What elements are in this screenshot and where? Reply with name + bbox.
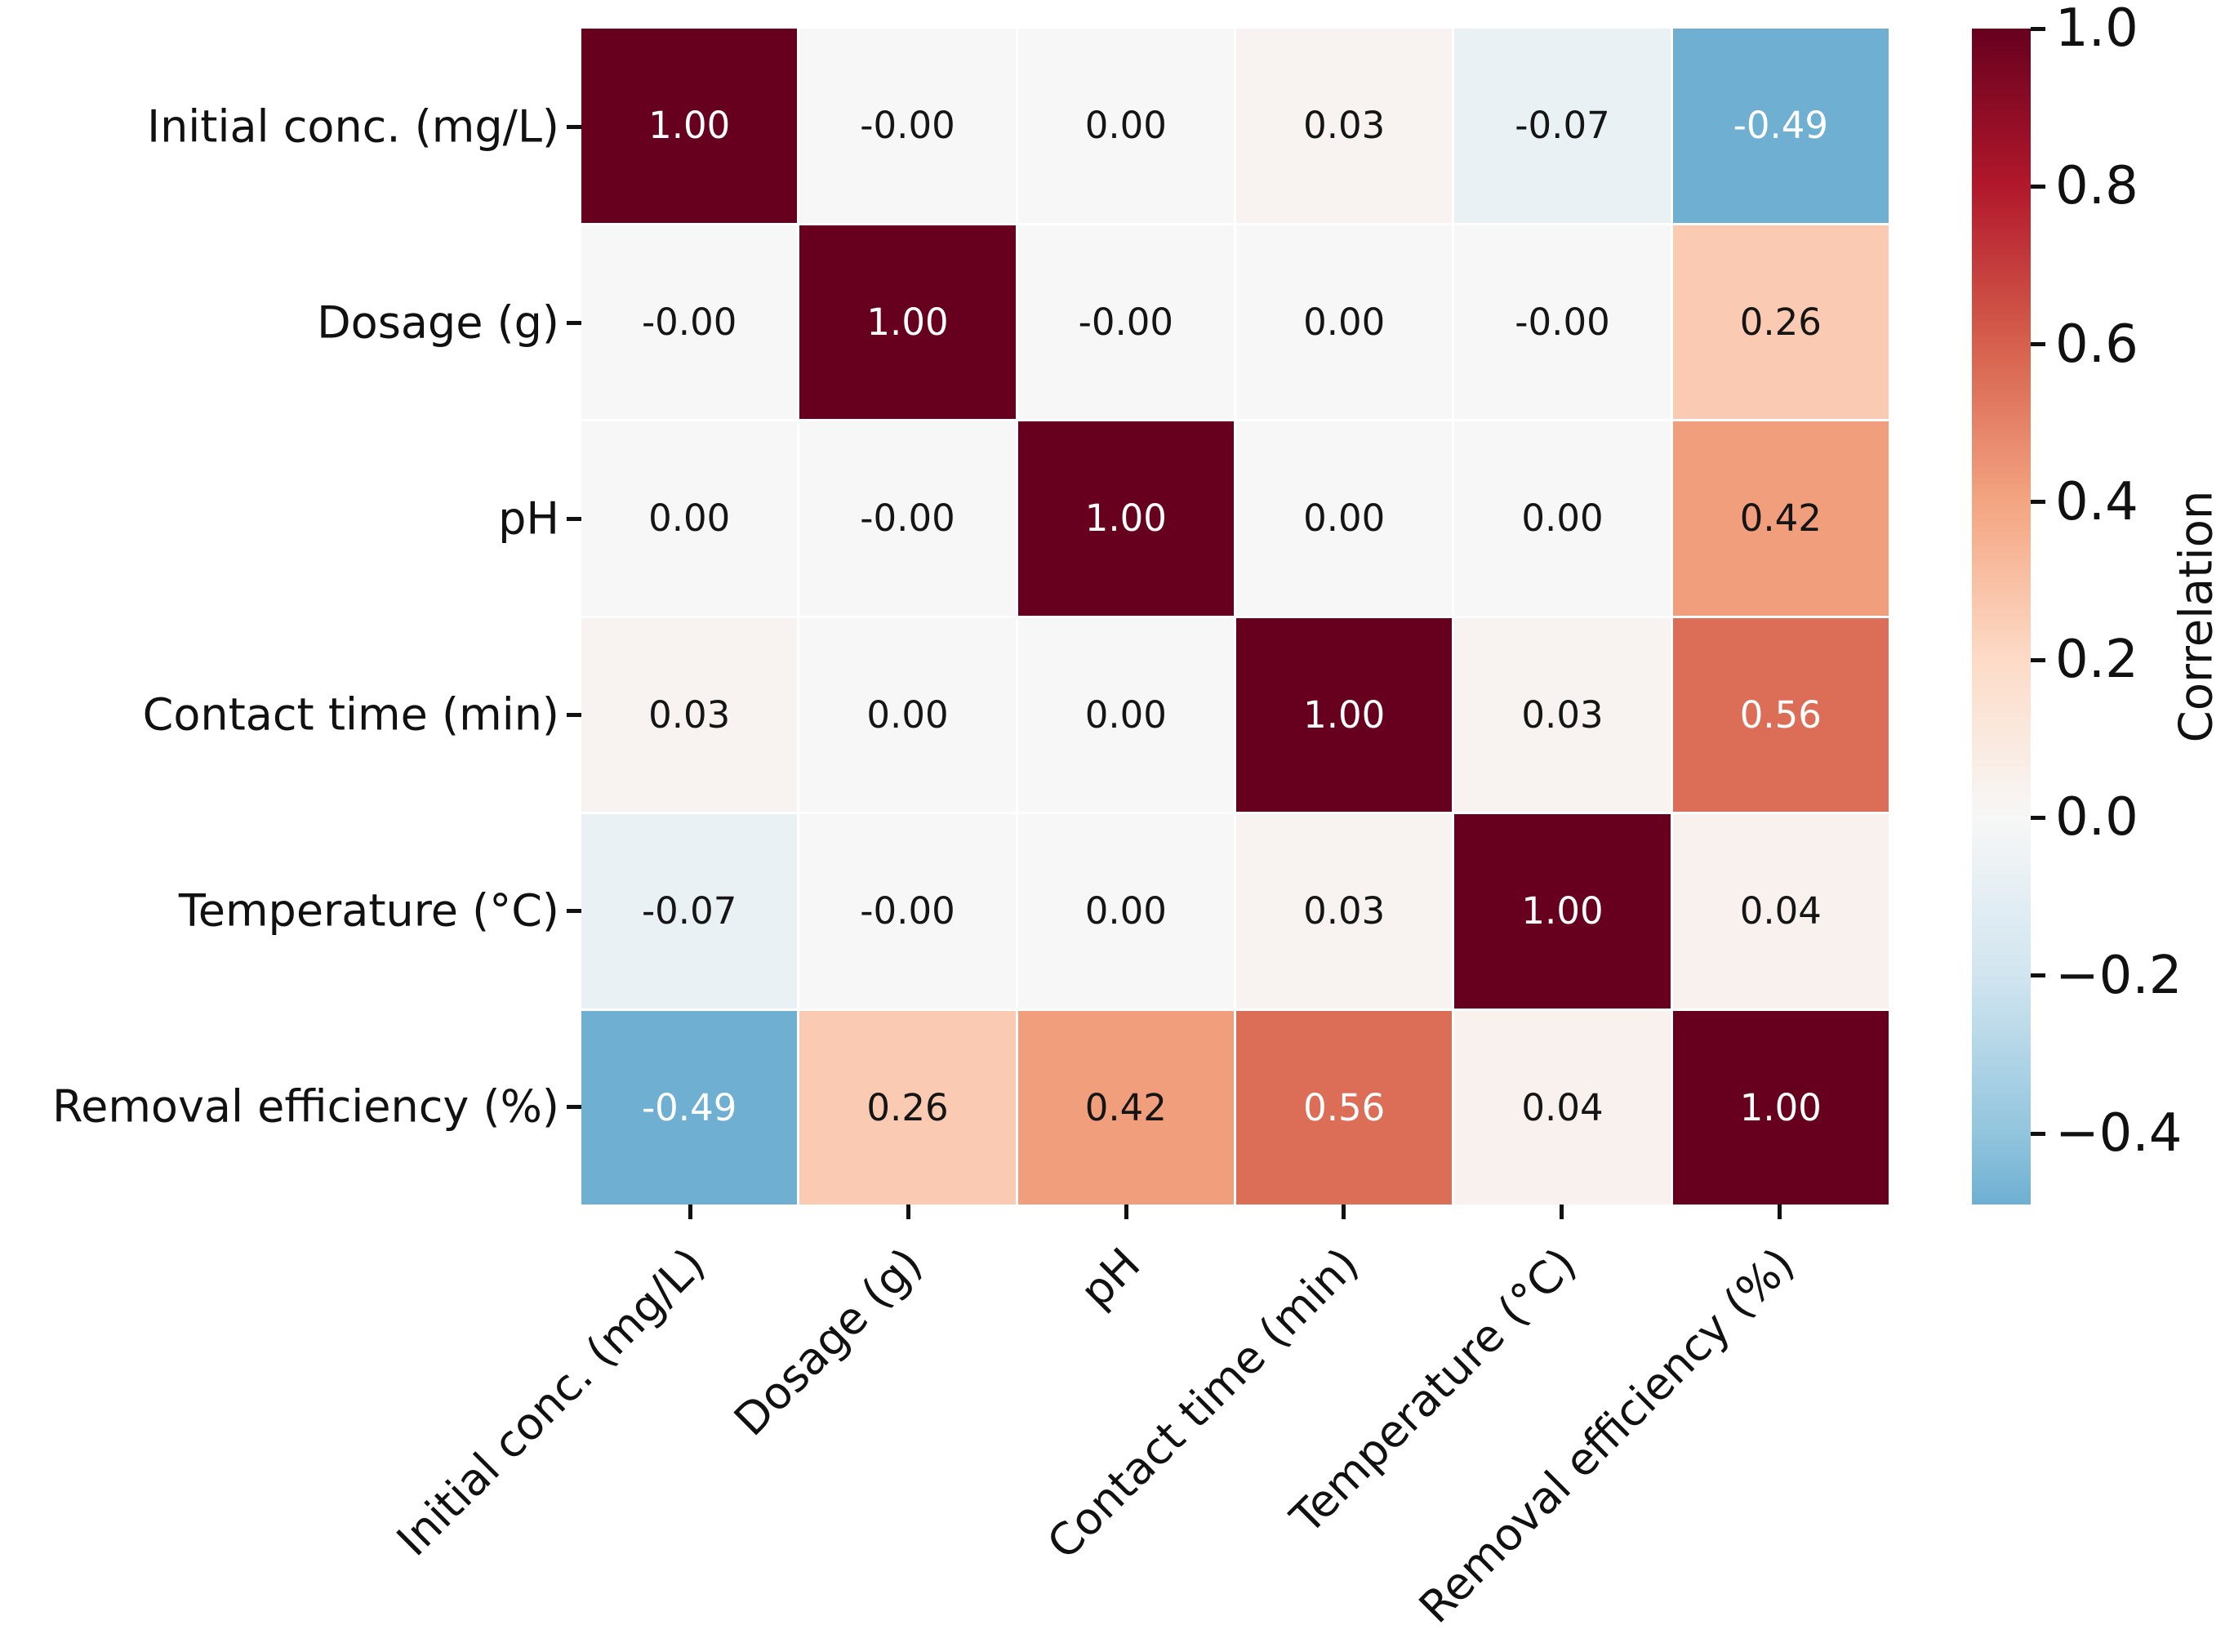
heatmap-cell: -0.07 [581,814,798,1009]
heatmap-cell: 0.00 [1017,617,1234,812]
heatmap-grid: 1.00 -0.00 0.00 0.03 -0.07 -0.49 -0.00 1.00 -0.0… [581,29,1889,1204]
x-tick-mark [1778,1204,1782,1219]
x-tick-label: Initial conc. (mg/L) [386,1238,714,1566]
heatmap-cell: 1.00 [1672,1010,1889,1204]
colorbar-tick-mark [2031,500,2045,505]
x-tick-label: pH [1070,1238,1150,1318]
colorbar-tick-label: 0.4 [2055,471,2138,532]
heatmap-cell: 1.00 [1454,814,1671,1009]
heatmap-cell: -0.00 [1454,225,1671,419]
y-tick-label: Contact time (min) [142,688,559,741]
x-tick-label: Dosage (g) [724,1238,932,1446]
x-tick-mark [688,1204,692,1219]
colorbar-tick-mark [2031,342,2045,347]
colorbar-tick-label: 1.0 [2055,0,2138,59]
colorbar-tick-label: 0.0 [2055,787,2138,848]
x-tick-mark [906,1204,910,1219]
y-tick-mark [567,320,581,325]
heatmap-cell: 0.00 [581,421,798,616]
y-tick-label: Temperature (°C) [178,884,559,937]
y-tick-mark [567,908,581,913]
heatmap-cell: 0.26 [1672,225,1889,419]
y-tick-mark [567,516,581,521]
y-tick-mark [567,124,581,129]
colorbar [1972,29,2031,1204]
heatmap-cell: -0.00 [1017,225,1234,419]
colorbar-tick-mark [2031,1131,2045,1136]
y-tick-label: Removal efficiency (%) [52,1080,559,1133]
heatmap-cell: 0.56 [1236,1010,1453,1204]
x-tick-mark [1560,1204,1564,1219]
heatmap-cell: 0.26 [799,1010,1016,1204]
heatmap-cell: 0.03 [1454,617,1671,812]
heatmap-cell: -0.00 [799,814,1016,1009]
heatmap-cell: 0.00 [1236,225,1453,419]
colorbar-tick-label: 0.2 [2055,630,2138,691]
colorbar-tick-label: 0.6 [2055,314,2138,375]
heatmap-cell: 0.00 [1236,421,1453,616]
heatmap-cell: 0.42 [1017,1010,1234,1204]
y-tick-label: Dosage (g) [317,296,559,349]
colorbar-tick-label: −0.2 [2055,945,2183,1006]
heatmap-cell: 0.00 [1017,29,1234,223]
heatmap-cell: 1.00 [1017,421,1234,616]
colorbar-tick-label: 0.8 [2055,156,2138,217]
colorbar-tick-mark [2031,657,2045,662]
heatmap-cell: 0.03 [1236,814,1453,1009]
heatmap-cell: 1.00 [799,225,1016,419]
heatmap-cell: 1.00 [581,29,798,223]
colorbar-tick-mark [2031,26,2045,31]
colorbar-tick-mark [2031,973,2045,978]
heatmap-cell: -0.49 [1672,29,1889,223]
y-tick-mark [567,712,581,717]
y-tick-mark [567,1104,581,1109]
heatmap-cell: 0.03 [581,617,798,812]
heatmap-cell: -0.00 [799,29,1016,223]
heatmap-cell: -0.00 [799,421,1016,616]
heatmap-cell: 0.04 [1672,814,1889,1009]
heatmap-cell: 0.00 [1017,814,1234,1009]
x-tick-mark [1124,1204,1128,1219]
heatmap-cell: 0.00 [799,617,1016,812]
y-tick-label: pH [498,492,559,545]
colorbar-tick-mark [2031,815,2045,820]
heatmap-cell: 0.42 [1672,421,1889,616]
heatmap-cell: -0.00 [581,225,798,419]
x-tick-mark [1342,1204,1346,1219]
heatmap-cell: 0.56 [1672,617,1889,812]
colorbar-tick-label: −0.4 [2055,1103,2183,1164]
heatmap-cell: -0.49 [581,1010,798,1204]
heatmap-cell: 1.00 [1236,617,1453,812]
heatmap-cell: 0.00 [1454,421,1671,616]
heatmap-cell: 0.03 [1236,29,1453,223]
x-tick-label: Removal efficiency (%) [1408,1238,1805,1633]
y-tick-label: Initial conc. (mg/L) [147,100,559,153]
heatmap-cell: -0.07 [1454,29,1671,223]
colorbar-label: Correlation [2169,490,2223,743]
colorbar-tick-mark [2031,184,2045,189]
heatmap-cell: 0.04 [1454,1010,1671,1204]
